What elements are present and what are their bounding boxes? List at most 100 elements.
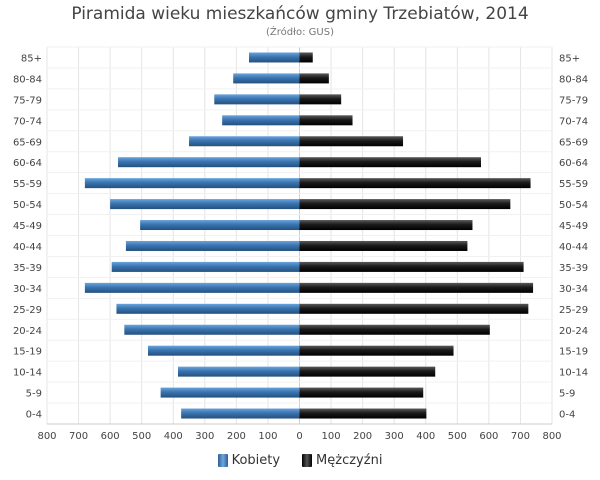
bar-men — [299, 387, 424, 398]
category-label-left: 30-34 — [13, 284, 42, 295]
bar-women — [124, 324, 300, 335]
bar-men — [299, 157, 481, 168]
category-label-right: 40-44 — [559, 242, 588, 253]
bar-men — [299, 73, 329, 84]
category-label-right: 5-9 — [559, 389, 575, 400]
legend-swatch-men — [302, 454, 313, 467]
category-label-left: 35-39 — [13, 263, 42, 274]
bar-women — [181, 408, 300, 419]
bar-men — [299, 240, 468, 251]
category-label-right: 70-74 — [559, 116, 588, 127]
bar-men — [299, 303, 529, 314]
x-tick-label: 100 — [258, 431, 277, 442]
category-label-left: 20-24 — [13, 326, 42, 337]
x-tick-label: 500 — [132, 431, 151, 442]
x-tick-label: 800 — [542, 431, 561, 442]
bar-women — [140, 220, 300, 231]
x-tick-label: 500 — [448, 431, 467, 442]
legend-item-women[interactable]: Kobiety — [217, 453, 281, 468]
legend: Kobiety Mężczyźni — [0, 453, 600, 468]
chart-title: Piramida wieku mieszkańców gminy Trzebia… — [71, 4, 529, 24]
category-label-right: 60-64 — [559, 158, 588, 169]
bar-men — [299, 261, 524, 272]
category-label-left: 10-14 — [13, 368, 42, 379]
bar-men — [299, 345, 454, 356]
category-label-right: 65-69 — [559, 137, 588, 148]
bar-women — [116, 303, 300, 314]
x-tick-label: 300 — [195, 431, 214, 442]
bar-women — [233, 73, 300, 84]
x-tick-label: 100 — [322, 431, 341, 442]
category-label-left: 50-54 — [13, 200, 42, 211]
category-label-right: 25-29 — [559, 305, 588, 316]
category-label-left: 65-69 — [13, 137, 42, 148]
bar-men — [299, 199, 511, 210]
category-label-left: 40-44 — [13, 242, 42, 253]
category-label-right: 10-14 — [559, 368, 588, 379]
bar-women — [110, 199, 300, 210]
x-tick-label: 600 — [479, 431, 498, 442]
legend-item-men[interactable]: Mężczyźni — [302, 453, 382, 468]
category-label-right: 75-79 — [559, 95, 588, 106]
bar-women — [189, 136, 300, 147]
bar-women — [111, 261, 300, 272]
bar-men — [299, 324, 490, 335]
category-label-left: 15-19 — [13, 347, 42, 358]
category-label-right: 20-24 — [559, 326, 588, 337]
x-tick-label: 0 — [296, 431, 302, 442]
legend-label-women: Kobiety — [231, 453, 281, 468]
category-label-left: 0-4 — [26, 410, 42, 421]
bar-women — [84, 178, 300, 189]
x-tick-label: 400 — [164, 431, 183, 442]
bar-men — [299, 220, 473, 231]
category-label-right: 50-54 — [559, 200, 588, 211]
category-label-right: 85+ — [559, 53, 580, 64]
category-label-right: 0-4 — [559, 410, 575, 421]
bar-women — [177, 366, 300, 377]
bar-men — [299, 366, 436, 377]
bar-men — [299, 282, 534, 293]
category-label-left: 5-9 — [26, 389, 42, 400]
x-tick-label: 700 — [69, 431, 88, 442]
bar-men — [299, 136, 404, 147]
bar-men — [299, 115, 353, 126]
x-tick-label: 300 — [385, 431, 404, 442]
x-tick-label: 800 — [37, 431, 56, 442]
bar-men — [299, 178, 531, 189]
category-label-right: 80-84 — [559, 74, 588, 85]
category-label-left: 25-29 — [13, 305, 42, 316]
category-label-right: 45-49 — [559, 221, 588, 232]
category-label-left: 70-74 — [13, 116, 42, 127]
legend-label-men: Mężczyźni — [316, 453, 383, 468]
category-label-left: 55-59 — [13, 179, 42, 190]
category-label-right: 55-59 — [559, 179, 588, 190]
bar-women — [222, 115, 300, 126]
category-label-right: 35-39 — [559, 263, 588, 274]
bar-women — [84, 282, 300, 293]
x-tick-label: 400 — [416, 431, 435, 442]
category-label-left: 85+ — [21, 53, 42, 64]
category-label-left: 45-49 — [13, 221, 42, 232]
bar-women — [148, 345, 300, 356]
x-tick-label: 600 — [101, 431, 120, 442]
bar-women — [214, 94, 300, 105]
legend-swatch-women — [217, 454, 228, 467]
bar-women — [125, 240, 300, 251]
bar-men — [299, 94, 342, 105]
bar-women — [160, 387, 300, 398]
bar-men — [299, 408, 427, 419]
x-tick-label: 700 — [511, 431, 530, 442]
x-tick-label: 200 — [353, 431, 372, 442]
category-label-left: 60-64 — [13, 158, 42, 169]
category-label-left: 80-84 — [13, 74, 42, 85]
bar-women — [118, 157, 300, 168]
category-label-right: 15-19 — [559, 347, 588, 358]
bar-men — [299, 52, 313, 63]
category-label-left: 75-79 — [13, 95, 42, 106]
bar-women — [249, 52, 300, 63]
chart-subtitle: (Źródło: GUS) — [266, 27, 334, 38]
x-tick-label: 200 — [227, 431, 246, 442]
category-label-right: 30-34 — [559, 284, 588, 295]
